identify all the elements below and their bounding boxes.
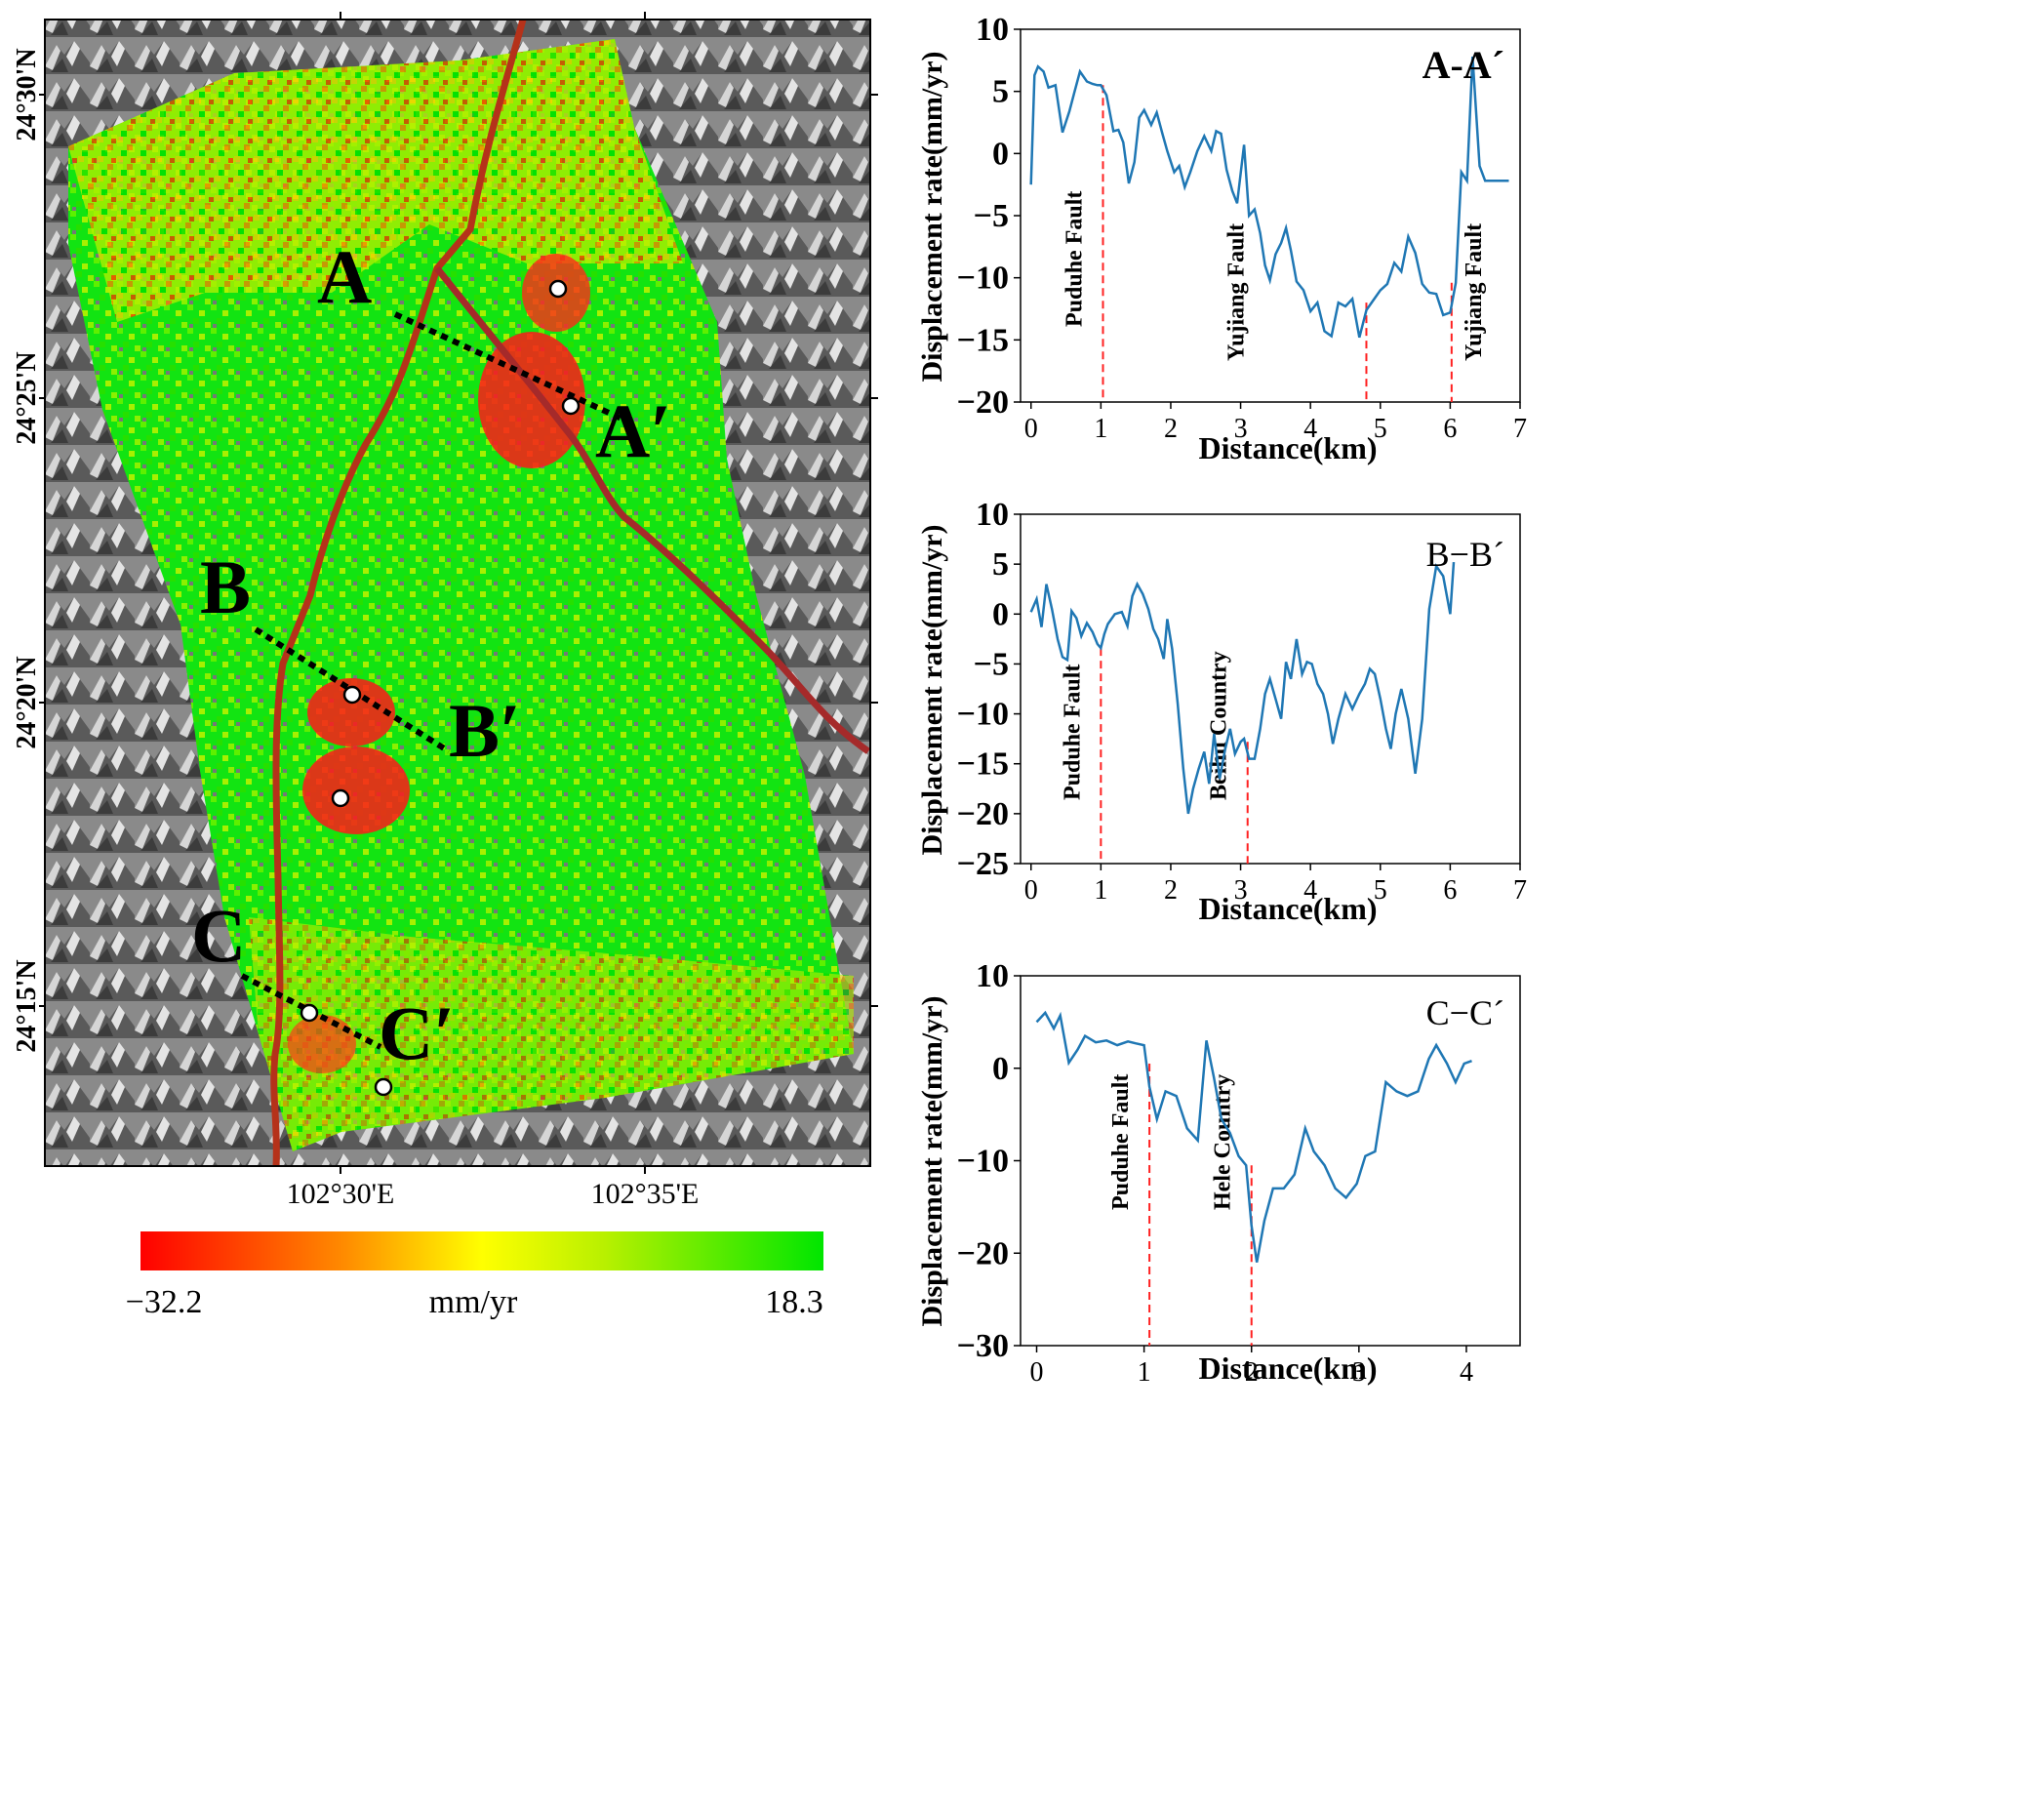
y-tick-label: −20: [957, 796, 1009, 832]
site-marker: [374, 1077, 393, 1097]
y-tick-label: −10: [957, 1144, 1009, 1180]
y-tick-label: −25: [957, 846, 1009, 882]
profile-chart-a: 0 1 2 3 4 5 6 7 10 5 0 −5 −10 −15 −20 Puduhe Fault Yuji…: [916, 12, 1527, 465]
y-axis-label: Displacement rate(mm/yr): [916, 995, 948, 1326]
y-tick-label: −10: [957, 697, 1009, 733]
profile-label-c-prime: C′: [379, 990, 455, 1075]
lat-label: 24°30'N: [12, 48, 42, 141]
x-tick-label: 2: [1164, 414, 1178, 444]
x-tick-label: 3: [1234, 875, 1248, 906]
map-frame: [44, 19, 871, 1167]
x-tick-label: 1: [1094, 414, 1107, 444]
site-marker: [300, 1003, 319, 1023]
profile-label-b-prime: B′: [449, 688, 521, 773]
profile-chart-c: 0 1 2 3 4 10 0 −10 −20 −30 Puduhe Fault Hele Count…: [916, 958, 1521, 1388]
deformation-map: A A′ B B′ C C′ 24°30'N 24°25'N 24°20'N 2…: [12, 12, 878, 1320]
chart-plot-area: [1020, 975, 1521, 1347]
x-axis-label: Distance(km): [1198, 1350, 1377, 1386]
x-tick-label: 0: [1030, 1357, 1044, 1388]
subsidence-zone-a: [478, 332, 585, 468]
site-marker: [548, 279, 568, 299]
lon-label: 102°30'E: [287, 1178, 395, 1210]
x-tick-label: 4: [1303, 414, 1317, 444]
y-tick-label: 10: [976, 497, 1009, 533]
series-line: [1029, 56, 1509, 339]
y-axis-label: Displacement rate(mm/yr): [916, 51, 948, 382]
annotation-label: Yujiang Fault: [1462, 223, 1487, 361]
x-tick-label: 0: [1024, 875, 1038, 906]
x-tick-label: 5: [1374, 414, 1387, 444]
x-tick-label: 7: [1513, 414, 1527, 444]
x-tick-label: 1: [1094, 875, 1107, 906]
colorbar-unit-label: mm/yr: [429, 1284, 518, 1320]
x-axis-label: Distance(km): [1198, 430, 1377, 465]
y-tick-label: 0: [992, 596, 1009, 632]
y-tick-label: 5: [992, 546, 1009, 583]
colorbar-min-label: −32.2: [126, 1284, 203, 1320]
y-axis-label: Displacement rate(mm/yr): [916, 524, 948, 855]
annotation-label: Puduhe Fault: [1062, 191, 1087, 327]
site-marker: [561, 396, 581, 416]
x-tick-label: 2: [1164, 875, 1178, 906]
y-tick-label: 5: [992, 74, 1009, 110]
y-tick-label: −5: [974, 646, 1009, 682]
annotation-label: Hele Country: [1211, 1074, 1236, 1210]
x-tick-label: 1: [1138, 1357, 1151, 1388]
x-tick-label: 2: [1245, 1357, 1259, 1388]
profile-chart-b: 0 1 2 3 4 5 6 7 10 5 0 −5 −10 −15 −20 −25 Puduhe Fault B…: [916, 497, 1527, 926]
x-tick-label: 5: [1374, 875, 1387, 906]
site-marker: [331, 788, 350, 808]
x-axis-label: Distance(km): [1198, 891, 1377, 926]
x-tick-label: 3: [1234, 414, 1248, 444]
profile-label-a-prime: A′: [595, 388, 671, 473]
x-tick-label: 0: [1024, 414, 1038, 444]
lat-label: 24°25'N: [12, 351, 42, 444]
y-tick-label: −10: [957, 261, 1009, 297]
y-tick-label: −30: [957, 1328, 1009, 1364]
insar-raster: [68, 39, 854, 1151]
profile-line-a: [393, 311, 636, 427]
colorbar-max-label: 18.3: [765, 1284, 823, 1320]
annotation-label: Yujiang Fault: [1224, 223, 1250, 361]
y-tick-label: −20: [957, 384, 1009, 421]
subsidence-zone-b: [307, 678, 395, 746]
y-tick-label: 0: [992, 136, 1009, 172]
chart-title: C−C´: [1426, 993, 1504, 1032]
y-tick-label: 10: [976, 958, 1009, 994]
chart-title: B−B´: [1426, 535, 1504, 574]
y-tick-label: −20: [957, 1235, 1009, 1271]
series-line: [1029, 562, 1456, 815]
subsidence-zone-c: [288, 1015, 356, 1073]
x-tick-label: 3: [1352, 1357, 1366, 1388]
chart-plot-area: [1020, 513, 1521, 865]
x-tick-label: 7: [1513, 875, 1527, 906]
raster-patch-north: [68, 39, 683, 322]
series-line: [1035, 1010, 1472, 1263]
x-tick-label: 6: [1443, 875, 1457, 906]
annotation-label: Puduhe Fault: [1060, 665, 1085, 800]
lon-label: 102°35'E: [591, 1178, 700, 1210]
chart-title: A-A´: [1423, 43, 1504, 87]
annotation-label: Puduhe Fault: [1108, 1074, 1134, 1210]
raster-patch-south: [249, 917, 854, 1151]
y-tick-label: −5: [974, 198, 1009, 234]
y-tick-label: 0: [992, 1051, 1009, 1087]
colorbar: [140, 1231, 823, 1270]
y-tick-label: −15: [957, 746, 1009, 783]
profile-label-b: B: [200, 544, 251, 629]
y-tick-label: 10: [976, 12, 1009, 48]
x-tick-label: 6: [1443, 414, 1457, 444]
y-tick-label: −15: [957, 322, 1009, 358]
map-ticks: [39, 12, 878, 1174]
lat-label: 24°20'N: [12, 656, 42, 748]
subsidence-zone-b-south: [302, 746, 410, 834]
x-tick-label: 4: [1460, 1357, 1473, 1388]
puduhe-fault-line: [270, 20, 527, 1166]
lat-label: 24°15'N: [12, 959, 42, 1052]
site-marker: [342, 685, 362, 705]
x-tick-label: 4: [1303, 875, 1317, 906]
profile-label-a: A: [317, 234, 372, 319]
profile-label-c: C: [191, 893, 246, 978]
